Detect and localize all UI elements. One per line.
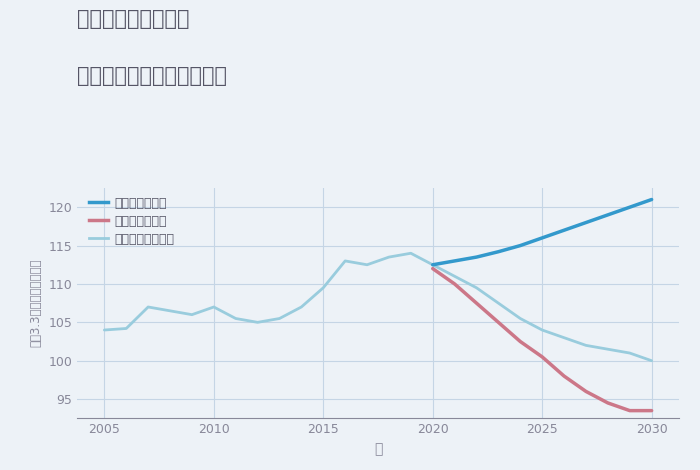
Text: 岐阜県関市大平台の: 岐阜県関市大平台の [77, 9, 190, 30]
X-axis label: 年: 年 [374, 442, 382, 456]
Y-axis label: 坪（3.3㎡）単価（万円）: 坪（3.3㎡）単価（万円） [29, 259, 43, 347]
Text: 中古マンションの価格推移: 中古マンションの価格推移 [77, 66, 227, 86]
Legend: グッドシナリオ, バッドシナリオ, ノーマルシナリオ: グッドシナリオ, バッドシナリオ, ノーマルシナリオ [90, 196, 174, 245]
